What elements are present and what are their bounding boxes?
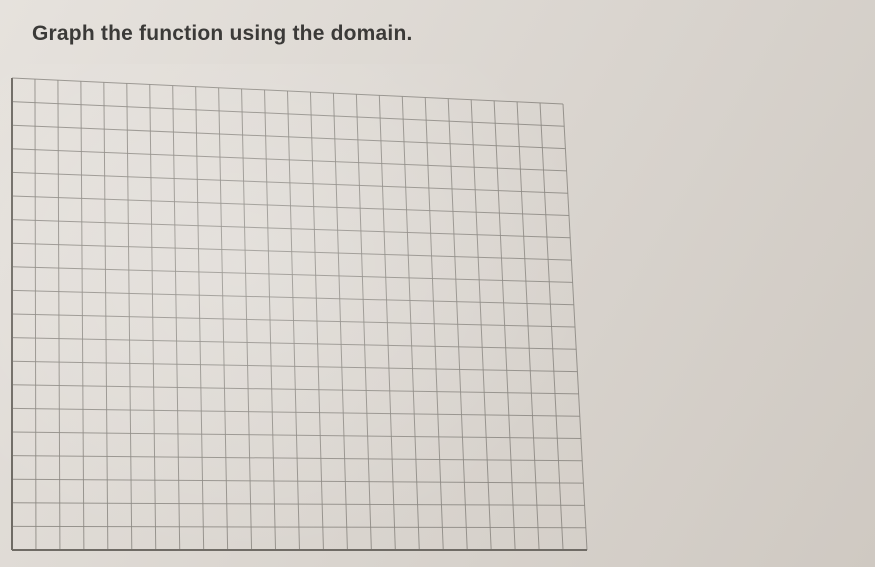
worksheet-page: Graph the function using the domain. bbox=[0, 0, 875, 567]
grid-line bbox=[12, 526, 586, 527]
graph-grid-container bbox=[8, 74, 593, 554]
graph-grid bbox=[8, 74, 593, 554]
instruction-text: Graph the function using the domain. bbox=[32, 22, 413, 46]
